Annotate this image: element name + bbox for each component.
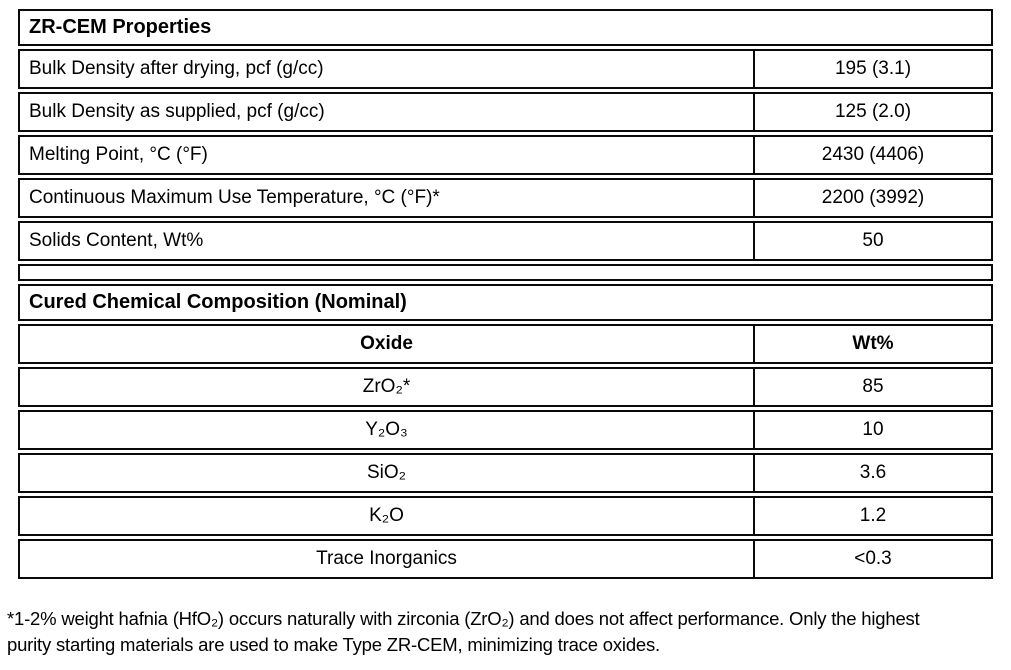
oxide-wt-value: <0.3 [753,541,991,577]
oxide-name: K₂O [369,505,404,526]
oxide-wt-value: 3.6 [753,455,991,491]
oxide-name: Trace Inorganics [316,548,457,569]
oxide-name: SiO₂ [366,462,407,483]
property-label: Bulk Density after drying, pcf (g/cc) [29,58,324,79]
oxide-wt-value: 1.2 [753,498,991,534]
wt-column-header: Wt% [753,326,991,362]
properties-section-title: ZR-CEM Properties [29,16,212,38]
composition-row-k2o: K₂O 1.2 [18,496,993,536]
property-label: Continuous Maximum Use Temperature, °C (… [29,187,440,208]
property-label: Solids Content, Wt% [29,230,204,251]
oxide-wt-value: 10 [753,412,991,448]
oxide-name: ZrO₂* [362,376,411,397]
property-value: 2200 (3992) [753,180,991,216]
property-label: Melting Point, °C (°F) [29,144,208,165]
composition-column-header-row: Oxide Wt% [18,324,993,364]
composition-row-zro2: ZrO₂* 85 [18,367,993,407]
composition-row-sio2: SiO₂ 3.6 [18,453,993,493]
property-row-solids-content: Solids Content, Wt% 50 [18,221,993,261]
property-row-bulk-density-supplied: Bulk Density as supplied, pcf (g/cc) 125… [18,92,993,132]
property-value: 2430 (4406) [753,137,991,173]
property-value: 50 [753,223,991,259]
oxide-name: Y₂O₃ [365,419,408,440]
oxide-wt-value: 85 [753,369,991,405]
property-value: 125 (2.0) [753,94,991,130]
property-row-max-use-temperature: Continuous Maximum Use Temperature, °C (… [18,178,993,218]
composition-row-y2o3: Y₂O₃ 10 [18,410,993,450]
property-row-melting-point: Melting Point, °C (°F) 2430 (4406) [18,135,993,175]
section-spacer-row [18,264,993,281]
property-label: Bulk Density as supplied, pcf (g/cc) [29,101,325,122]
composition-section-header-row: Cured Chemical Composition (Nominal) [18,284,993,321]
composition-section-title: Cured Chemical Composition (Nominal) [29,291,407,313]
oxide-column-header: Oxide [360,333,413,354]
composition-row-trace-inorganics: Trace Inorganics <0.3 [18,539,993,579]
property-row-bulk-density-dry: Bulk Density after drying, pcf (g/cc) 19… [18,49,993,89]
footnote: *1-2% weight hafnia (HfO₂) occurs natura… [7,608,920,655]
property-value: 195 (3.1) [753,51,991,87]
properties-section-header-row: ZR-CEM Properties [18,9,993,46]
